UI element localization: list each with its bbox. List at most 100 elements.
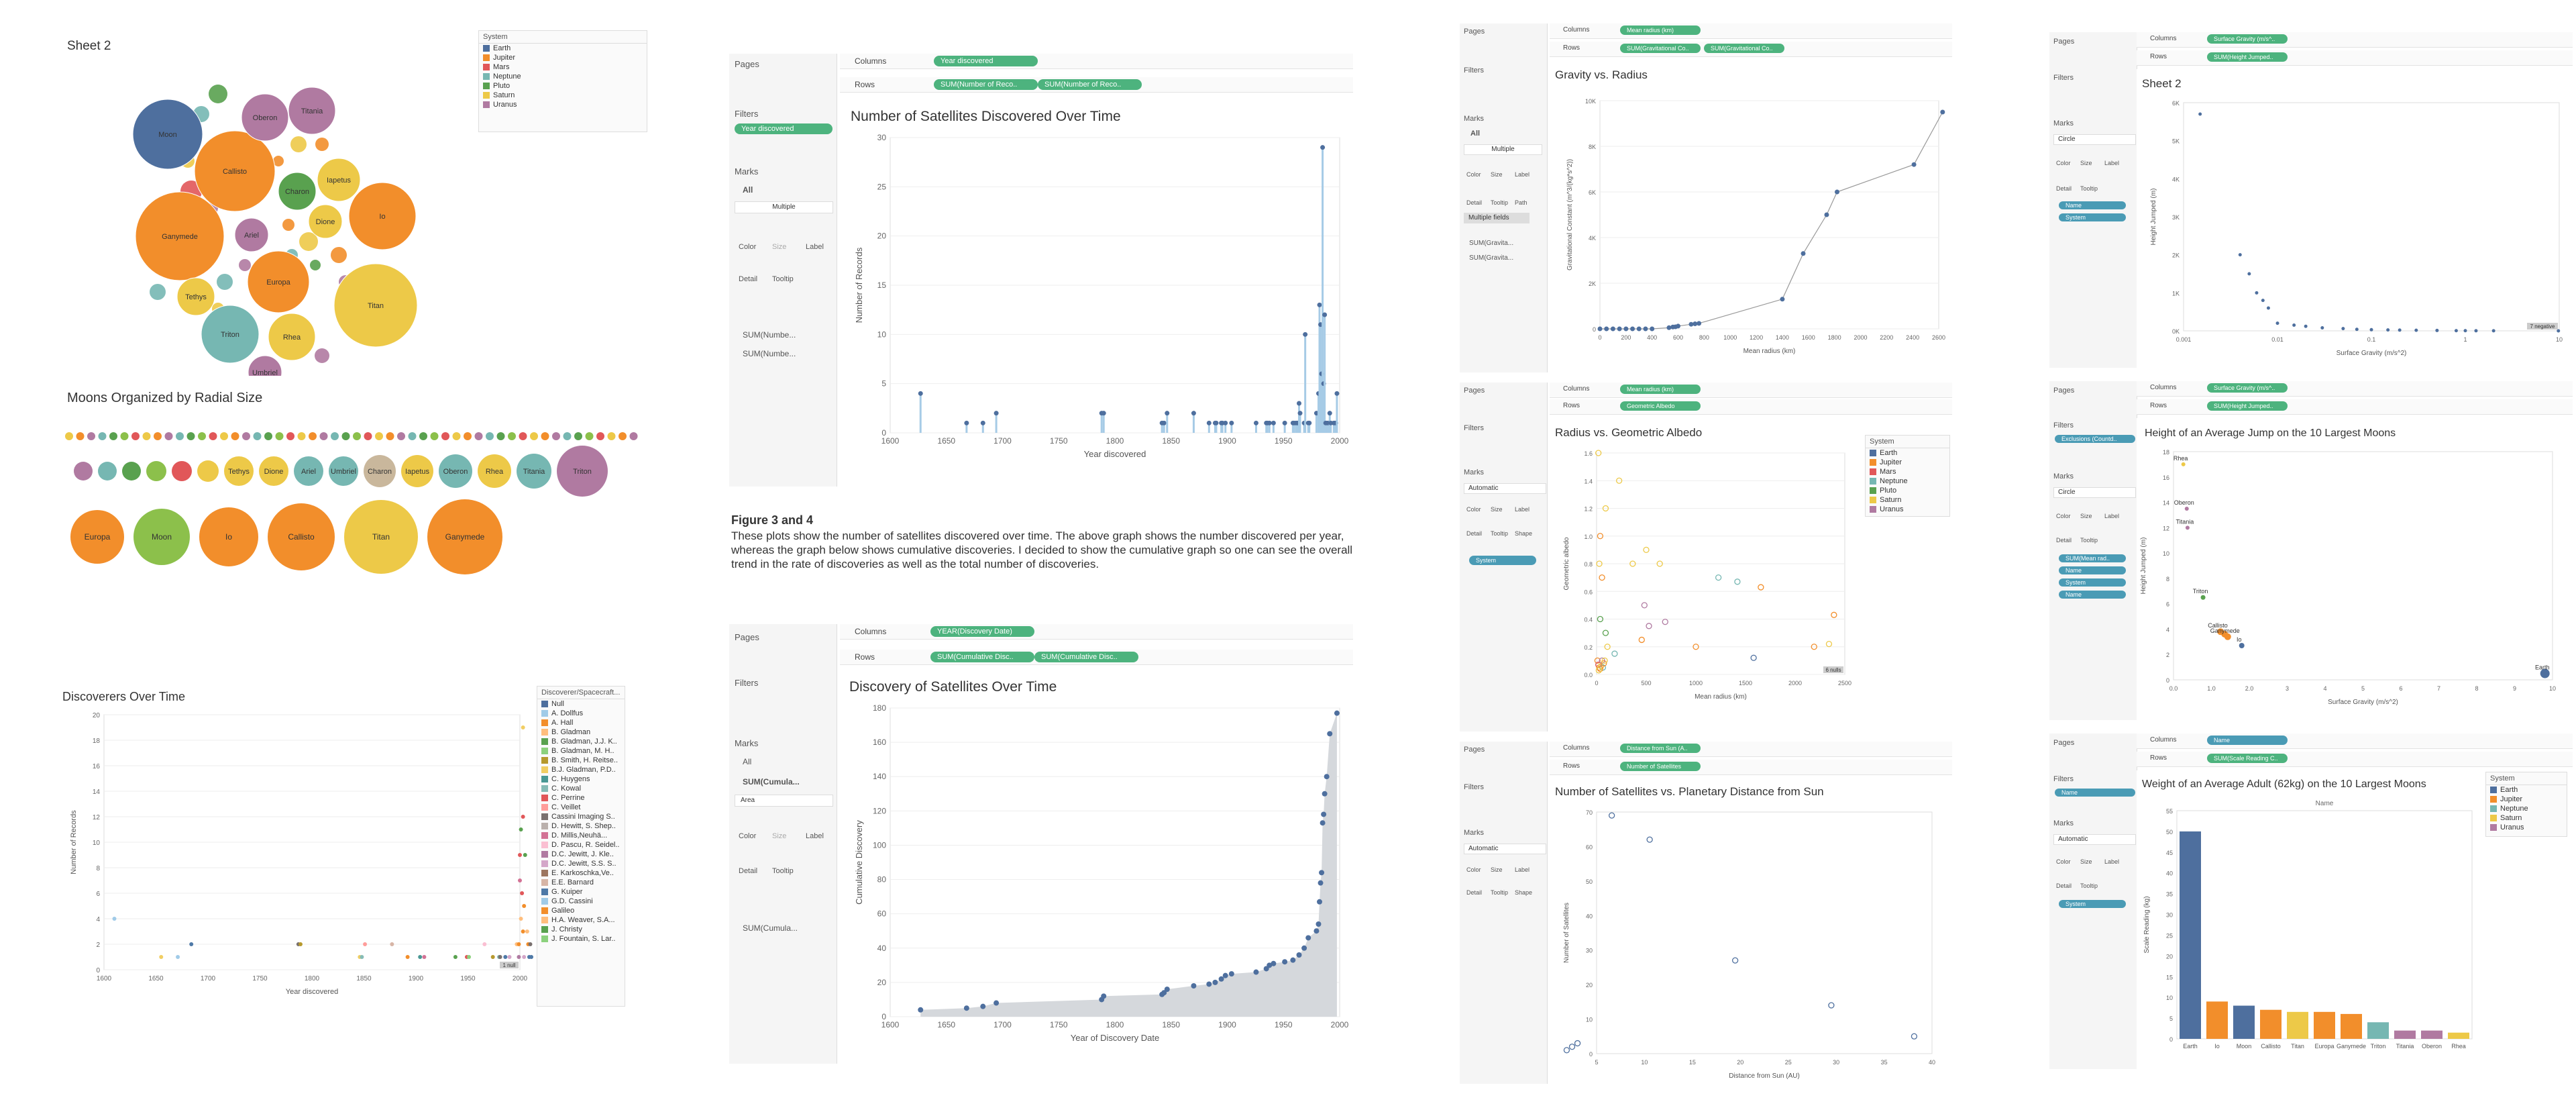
planetary-size-btn[interactable]: Size xyxy=(1491,866,1503,873)
planetary-label-btn[interactable]: Label xyxy=(1515,866,1530,873)
radial-chart[interactable]: Tethys Dione Ariel Umbriel Charon Iapetus Ober… xyxy=(57,383,654,584)
gravity-label-btn[interactable]: Label xyxy=(1515,171,1530,178)
wt-legend-item[interactable]: Jupiter xyxy=(2486,795,2567,804)
gravity-color-btn[interactable]: Color xyxy=(1466,171,1481,178)
alb-legend-item[interactable]: Earth xyxy=(1866,448,1949,458)
disc-legend-item[interactable]: A. Hall xyxy=(537,718,625,727)
alb-legend-item[interactable]: Mars xyxy=(1866,467,1949,476)
planetary-columns-pill[interactable]: Distance from Sun (A.. xyxy=(1620,744,1701,753)
cumulative-label-btn[interactable]: Label xyxy=(806,832,824,840)
cumulative-rows-pill-2[interactable]: SUM(Cumulative Disc.. xyxy=(1034,652,1138,662)
sat-time-marks-all[interactable]: All xyxy=(743,185,753,195)
jump-pill-4[interactable]: Name xyxy=(2059,591,2126,599)
disc-legend-item[interactable]: H.A. Weaver, S.A... xyxy=(537,915,625,925)
albedo-size-btn[interactable]: Size xyxy=(1491,506,1503,513)
cumulative-rows-pill-1[interactable]: SUM(Cumulative Disc.. xyxy=(930,652,1034,662)
alb-legend-item[interactable]: Uranus xyxy=(1866,505,1949,514)
gravity-multi-fields[interactable]: Multiple fields xyxy=(1464,213,1529,223)
sat-time-chart[interactable]: 0 5 10 15 20 25 30 1600 1650 1700 1750 1800 1850 1900… xyxy=(840,101,1353,487)
bubble-legend-item[interactable]: Mars xyxy=(479,62,647,72)
gravity-sum2[interactable]: SUM(Gravita... xyxy=(1469,254,1514,262)
cumulative-columns-pill[interactable]: YEAR(Discovery Date) xyxy=(930,626,1034,637)
sat-time-rows-pill-1[interactable]: SUM(Number of Reco.. xyxy=(934,79,1038,90)
albedo-chart[interactable]: 0.0 0.2 0.4 0.6 0.8 1.0 1.2 1.4 1.6 0 500 1000 1500 2… xyxy=(1550,419,1865,731)
disc-legend-item[interactable]: D. Hewitt, S. Shep.. xyxy=(537,821,625,831)
sg-rows-pill[interactable]: SUM(Height Jumped.. xyxy=(2207,52,2288,62)
disc-legend-item[interactable]: B. Gladman, M. H.. xyxy=(537,746,625,756)
sat-time-columns-pill[interactable]: Year discovered xyxy=(934,56,1038,66)
planetary-tooltip-btn[interactable]: Tooltip xyxy=(1491,889,1509,896)
alb-legend-item[interactable]: Pluto xyxy=(1866,486,1949,495)
wt-legend-item[interactable]: Earth xyxy=(2486,785,2567,795)
gravity-marks-all[interactable]: All xyxy=(1470,130,1481,138)
sat-time-marks-type[interactable]: Multiple xyxy=(735,201,833,213)
bubble-legend-item[interactable]: Jupiter xyxy=(479,53,647,62)
jump-tooltip-btn[interactable]: Tooltip xyxy=(2080,537,2098,544)
cumulative-marks-sum[interactable]: SUM(Cumula... xyxy=(743,777,800,787)
wt-legend-item[interactable]: Uranus xyxy=(2486,823,2567,832)
gravity-size-btn[interactable]: Size xyxy=(1491,171,1503,178)
disc-legend-item[interactable]: Null xyxy=(537,699,625,709)
disc-legend-item[interactable]: B. Smith, H. Reitse.. xyxy=(537,756,625,765)
sg-name-pill[interactable]: Name xyxy=(2059,201,2126,209)
gravity-sum1[interactable]: SUM(Gravita... xyxy=(1469,240,1514,247)
albedo-columns-pill[interactable]: Mean radius (km) xyxy=(1620,385,1701,394)
planetary-detail-btn[interactable]: Detail xyxy=(1466,889,1483,896)
weight-label-btn[interactable]: Label xyxy=(2104,858,2120,865)
gravity-columns-pill[interactable]: Mean radius (km) xyxy=(1620,26,1701,35)
disc-legend-item[interactable]: D. Pascu, R. Seidel.. xyxy=(537,840,625,850)
albedo-label-btn[interactable]: Label xyxy=(1515,506,1530,513)
gravity-tooltip-btn[interactable]: Tooltip xyxy=(1491,199,1509,206)
sat-time-label-btn[interactable]: Label xyxy=(806,243,824,251)
discoverers-chart[interactable]: 0 2 4 6 8 10 12 14 16 18 20 1600 1650 1700 1750 1800 185… xyxy=(57,678,540,1007)
sg-chart[interactable]: 0K 1K 2K 3K 4K 5K 6K 0.001 0.01 0.1 1 10 Surface Gra… xyxy=(2137,69,2573,368)
sg-size-btn[interactable]: Size xyxy=(2080,160,2092,166)
disc-legend-item[interactable]: C. Veillet xyxy=(537,803,625,812)
bubble-legend-item[interactable]: Uranus xyxy=(479,100,647,109)
jump-pill-3[interactable]: System xyxy=(2059,578,2126,587)
weight-color-btn[interactable]: Color xyxy=(2056,858,2071,865)
bubble-legend-item[interactable]: Earth xyxy=(479,44,647,53)
cumulative-size-btn[interactable]: Size xyxy=(772,832,787,840)
disc-legend-item[interactable]: G. Kuiper xyxy=(537,887,625,897)
cumulative-sum2[interactable]: SUM(Cumula... xyxy=(743,923,798,933)
cumulative-detail-btn[interactable]: Detail xyxy=(739,867,758,875)
gravity-path-btn[interactable]: Path xyxy=(1515,199,1527,206)
disc-legend-item[interactable]: Galileo xyxy=(537,906,625,915)
albedo-tooltip-btn[interactable]: Tooltip xyxy=(1491,530,1509,537)
disc-legend-item[interactable]: G.D. Cassini xyxy=(537,897,625,906)
jump-pill-2[interactable]: Name xyxy=(2059,566,2126,574)
gravity-marks-type[interactable]: Multiple xyxy=(1464,144,1542,155)
albedo-shape-btn[interactable]: Shape xyxy=(1515,530,1533,537)
bubble-legend-item[interactable]: Saturn xyxy=(479,91,647,100)
jump-color-btn[interactable]: Color xyxy=(2056,513,2071,519)
sg-color-btn[interactable]: Color xyxy=(2056,160,2071,166)
jump-rows-pill[interactable]: SUM(Height Jumped.. xyxy=(2207,401,2288,411)
disc-legend-item[interactable]: E.E. Barnard xyxy=(537,878,625,887)
planetary-shape-btn[interactable]: Shape xyxy=(1515,889,1533,896)
cumulative-chart[interactable]: 0 20 40 60 80 100 120 140 160 180 1600 1650 1700 1750… xyxy=(840,671,1353,1064)
disc-legend-item[interactable]: E. Karkoschka,Ve.. xyxy=(537,868,625,878)
disc-legend-item[interactable]: C. Kowal xyxy=(537,784,625,793)
cumulative-color-btn[interactable]: Color xyxy=(739,832,757,840)
sat-time-tooltip-btn[interactable]: Tooltip xyxy=(772,275,794,283)
jump-filter-pill[interactable]: Exclusions (Countd.. xyxy=(2055,435,2135,443)
jump-pill-1[interactable]: SUM(Mean rad.. xyxy=(2059,554,2126,562)
jump-marks-type[interactable]: Circle xyxy=(2053,487,2136,498)
weight-system-pill[interactable]: System xyxy=(2059,900,2126,908)
wt-legend-item[interactable]: Neptune xyxy=(2486,804,2567,813)
disc-legend-item[interactable]: Cassini Imaging S.. xyxy=(537,812,625,821)
cumulative-tooltip-btn[interactable]: Tooltip xyxy=(772,867,794,875)
gravity-rows-pill-2[interactable]: SUM(Gravitational Co.. xyxy=(1704,44,1784,53)
jump-size-btn[interactable]: Size xyxy=(2080,513,2092,519)
disc-legend-item[interactable]: C. Huygens xyxy=(537,774,625,784)
alb-legend-item[interactable]: Jupiter xyxy=(1866,458,1949,467)
weight-chart[interactable]: Name 0 5 10 15 20 25 30 35 40 45 50 55 Scale Reading … xyxy=(2137,770,2485,1069)
planetary-chart[interactable]: 0 10 20 30 40 50 60 70 5 10 15 20 25 30 35 40 Distance f… xyxy=(1550,778,1952,1084)
disc-legend-item[interactable]: B. Gladman xyxy=(537,727,625,737)
planetary-rows-pill[interactable]: Number of Satellites xyxy=(1620,762,1701,771)
cumulative-marks-type[interactable]: Area xyxy=(735,795,833,807)
gravity-rows-pill-1[interactable]: SUM(Gravitational Co.. xyxy=(1620,44,1701,53)
disc-legend-item[interactable]: J. Fountain, S. Lar.. xyxy=(537,934,625,944)
wt-legend-item[interactable]: Saturn xyxy=(2486,813,2567,823)
